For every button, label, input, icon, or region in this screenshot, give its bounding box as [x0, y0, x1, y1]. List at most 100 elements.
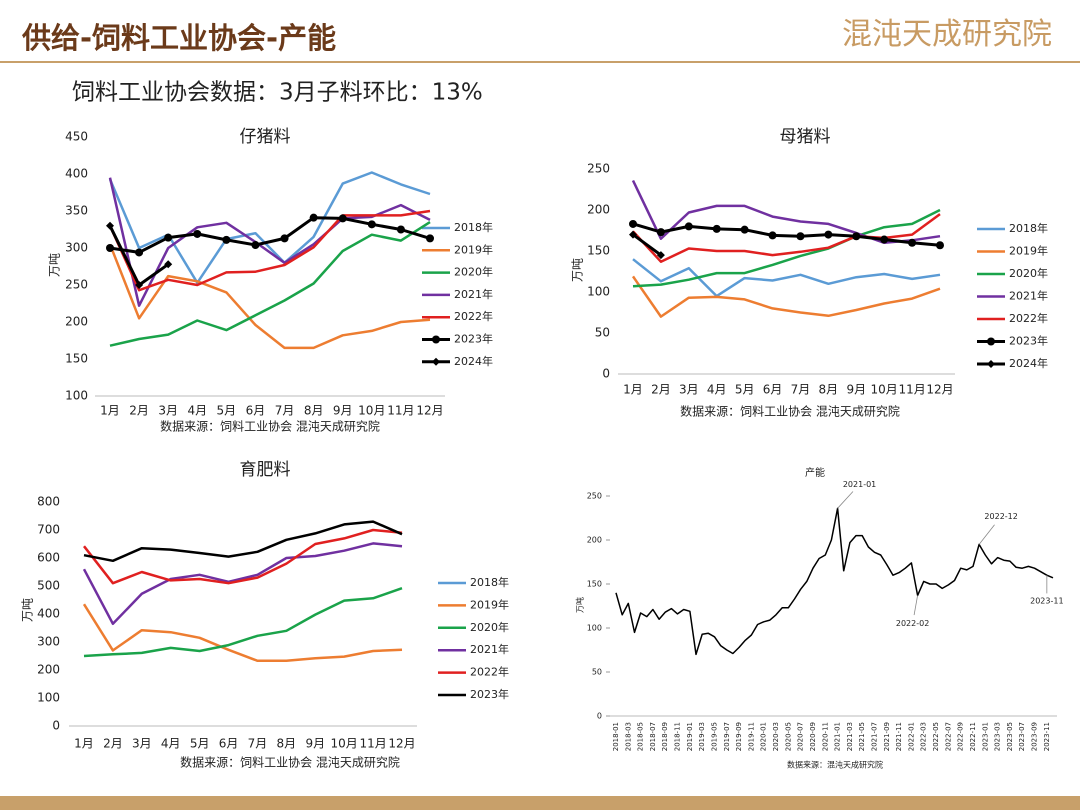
point-marker: [280, 234, 289, 243]
y-tick-label: 400: [37, 607, 60, 621]
x-tick-label: 7月: [248, 737, 268, 751]
x-tick-label: 2023-01: [981, 722, 989, 751]
x-tick-label: 10月: [358, 404, 385, 418]
annotation: 2022-02: [896, 619, 929, 628]
legend-label: 2023年: [470, 687, 509, 701]
x-tick-label: 7月: [275, 404, 295, 418]
y-tick-label: 0: [52, 719, 60, 733]
x-tick-label: 2月: [103, 737, 123, 751]
x-tick-label: 4月: [187, 404, 207, 418]
x-tick-label: 9月: [333, 404, 353, 418]
annotation: 2021-01: [843, 480, 876, 489]
series-line: [83, 520, 403, 563]
x-tick-label: 4月: [707, 383, 727, 397]
point-marker: [629, 230, 637, 239]
y-tick-label: 100: [37, 691, 60, 705]
point-marker: [164, 233, 173, 242]
legend-label: 2021年: [470, 642, 509, 656]
x-tick-label: 2022-05: [932, 722, 940, 751]
y-tick-label: 200: [37, 663, 60, 677]
point-marker: [740, 225, 749, 234]
series-line: [108, 209, 431, 292]
point-marker: [222, 235, 231, 244]
annotation-leader: [978, 524, 995, 545]
x-tick-label: 2021-11: [895, 722, 903, 751]
x-tick-label: 2021-05: [858, 722, 866, 751]
legend-label: 2018年: [470, 575, 509, 589]
legend-label: 2022年: [1009, 311, 1048, 325]
x-tick-label: 10月: [331, 737, 358, 751]
series-line: [82, 542, 403, 626]
y-tick-label: 150: [587, 580, 602, 589]
point-marker: [309, 213, 318, 222]
legend-label: 2020年: [470, 620, 509, 634]
x-tick-label: 8月: [819, 383, 839, 397]
chart-title: 母猪料: [780, 127, 831, 147]
series-line: [615, 507, 1054, 656]
x-tick-label: 5月: [735, 383, 755, 397]
x-tick-label: 2023-05: [1006, 722, 1014, 751]
x-tick-label: 2018-05: [637, 722, 645, 751]
y-tick-label: 150: [65, 352, 88, 366]
point-marker: [426, 234, 434, 243]
x-tick-label: 2020-05: [784, 722, 792, 751]
chart-title: 育肥料: [240, 460, 291, 480]
page-title: 供给-饲料工业协会-产能: [21, 21, 336, 55]
x-tick-label: 2022-03: [920, 722, 928, 751]
legend-label: 2018年: [1009, 221, 1048, 235]
series-line: [631, 179, 941, 245]
point-marker: [251, 241, 260, 250]
point-marker: [135, 281, 144, 289]
point-marker: [367, 220, 376, 229]
subtitle: 饲料工业协会数据：3月子料环比：13%: [72, 80, 483, 106]
x-tick-label: 2023-09: [1031, 722, 1039, 751]
legend-marker: [987, 337, 995, 346]
x-tick-label: 2022-09: [957, 722, 965, 751]
legend-label: 2019年: [470, 597, 509, 611]
x-tick-label: 2021-01: [834, 722, 842, 751]
point-marker: [629, 219, 637, 228]
point-marker: [106, 221, 114, 230]
x-tick-label: 8月: [304, 404, 324, 418]
point-marker: [936, 241, 944, 250]
source-note: 数据来源：饲料工业协会 混沌天成研究院: [680, 404, 900, 419]
x-tick-label: 2019-03: [698, 722, 706, 751]
series-line: [83, 587, 403, 658]
legend-label: 2023年: [454, 332, 493, 346]
x-tick-label: 12月: [388, 737, 415, 751]
legend-label: 2018年: [454, 220, 493, 234]
x-tick-label: 7月: [791, 383, 811, 397]
y-tick-label: 350: [65, 204, 88, 218]
y-tick-label: 150: [587, 244, 610, 258]
x-tick-label: 1月: [100, 404, 120, 418]
point-marker: [106, 244, 114, 252]
point-marker: [796, 232, 805, 241]
legend-label: 2022年: [454, 309, 493, 323]
y-tick-label: 400: [65, 167, 88, 181]
x-tick-label: 2020-07: [797, 722, 805, 751]
x-tick-label: 2022-11: [969, 722, 977, 751]
legend-label: 2024年: [1009, 356, 1048, 370]
point-marker: [193, 229, 202, 238]
y-tick-label: 0: [602, 367, 610, 381]
y-tick-label: 700: [37, 523, 60, 537]
y-tick-label: 0: [597, 712, 602, 721]
series-line: [632, 222, 941, 247]
point-marker: [824, 230, 833, 239]
x-tick-label: 9月: [305, 737, 325, 751]
y-tick-label: 50: [595, 326, 610, 340]
x-tick-label: 1月: [623, 383, 643, 397]
point-marker: [396, 225, 405, 234]
x-tick-label: 12月: [416, 404, 443, 418]
x-tick-label: 1月: [74, 737, 94, 751]
x-tick-label: 2022-07: [944, 722, 952, 751]
point-marker: [135, 248, 144, 257]
y-tick-label: 100: [65, 389, 88, 403]
x-tick-label: 8月: [277, 737, 297, 751]
footer-bar: [0, 796, 1080, 810]
y-tick-label: 250: [587, 162, 610, 176]
series-line: [109, 221, 431, 347]
x-tick-label: 12月: [926, 383, 953, 397]
